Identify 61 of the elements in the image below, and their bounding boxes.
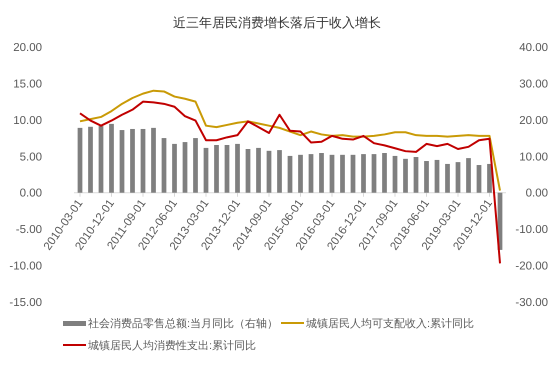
bar xyxy=(78,128,82,193)
bar xyxy=(162,138,166,193)
y-tick-label: -5.00 xyxy=(16,224,42,236)
y2-tick-label: -10.00 xyxy=(515,224,548,236)
bar xyxy=(140,128,146,193)
bar xyxy=(476,165,482,193)
bar xyxy=(319,153,324,193)
bar xyxy=(392,156,398,193)
bar xyxy=(414,157,418,193)
legend-label: 城镇居民人均可支配收入:累计同比 xyxy=(305,317,474,330)
bar xyxy=(98,126,104,193)
bar xyxy=(487,164,492,193)
bar xyxy=(130,128,135,193)
bar xyxy=(372,154,376,193)
bar xyxy=(361,154,366,193)
y-tick-label: 15.00 xyxy=(13,78,42,90)
y-tick-label: 10.00 xyxy=(13,114,42,127)
bar xyxy=(151,128,156,193)
bar xyxy=(88,126,93,193)
y2-tick-label: 30.00 xyxy=(519,78,548,90)
bar xyxy=(382,153,387,193)
legend-label: 城镇居民人均消费性支出:累计同比 xyxy=(87,339,256,352)
y2-tick-label: 0.00 xyxy=(526,188,548,200)
bar xyxy=(403,158,408,193)
bar xyxy=(204,148,208,193)
line-series xyxy=(79,90,501,192)
bar xyxy=(235,144,240,193)
bar xyxy=(330,154,334,193)
y2-tick-label: 20.00 xyxy=(519,114,548,127)
bar xyxy=(456,162,460,193)
bar xyxy=(424,161,429,193)
y-tick-label: -15.00 xyxy=(9,297,42,309)
bar xyxy=(350,154,356,193)
bar xyxy=(256,148,261,193)
bar xyxy=(214,144,219,193)
bar xyxy=(434,160,440,193)
legend-label: 社会消费品零售总额:当月同比（右轴） xyxy=(88,317,278,330)
y2-tick-label: 10.00 xyxy=(519,151,548,164)
bar xyxy=(340,154,345,193)
y-tick-label: 0.00 xyxy=(20,188,42,200)
bar xyxy=(277,150,282,193)
bar xyxy=(308,154,314,193)
bar xyxy=(172,144,177,193)
y-tick-label: -10.00 xyxy=(9,260,42,273)
y2-tick-label: -20.00 xyxy=(515,260,548,273)
bar xyxy=(466,158,471,193)
bar xyxy=(288,156,292,193)
bar xyxy=(298,154,303,193)
bar xyxy=(266,150,272,193)
bar xyxy=(224,144,230,193)
bar xyxy=(182,142,188,193)
y2-tick-label: -30.00 xyxy=(515,297,548,309)
chart-title: 近三年居民消费增长落后于收入增长 xyxy=(173,15,381,30)
bar xyxy=(193,138,198,193)
bar xyxy=(445,164,450,193)
y-tick-label: 20.00 xyxy=(13,42,42,54)
bar xyxy=(109,124,114,193)
bar xyxy=(246,149,250,193)
bar xyxy=(120,130,124,193)
y-tick-label: 5.00 xyxy=(20,151,42,164)
y2-tick-label: 40.00 xyxy=(519,42,548,54)
